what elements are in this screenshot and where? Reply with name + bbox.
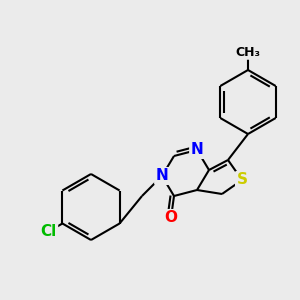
Text: Cl: Cl xyxy=(40,224,57,239)
Text: O: O xyxy=(164,211,178,226)
Text: N: N xyxy=(190,142,203,158)
Text: CH₃: CH₃ xyxy=(236,46,260,59)
Text: N: N xyxy=(156,169,168,184)
Text: S: S xyxy=(236,172,247,188)
